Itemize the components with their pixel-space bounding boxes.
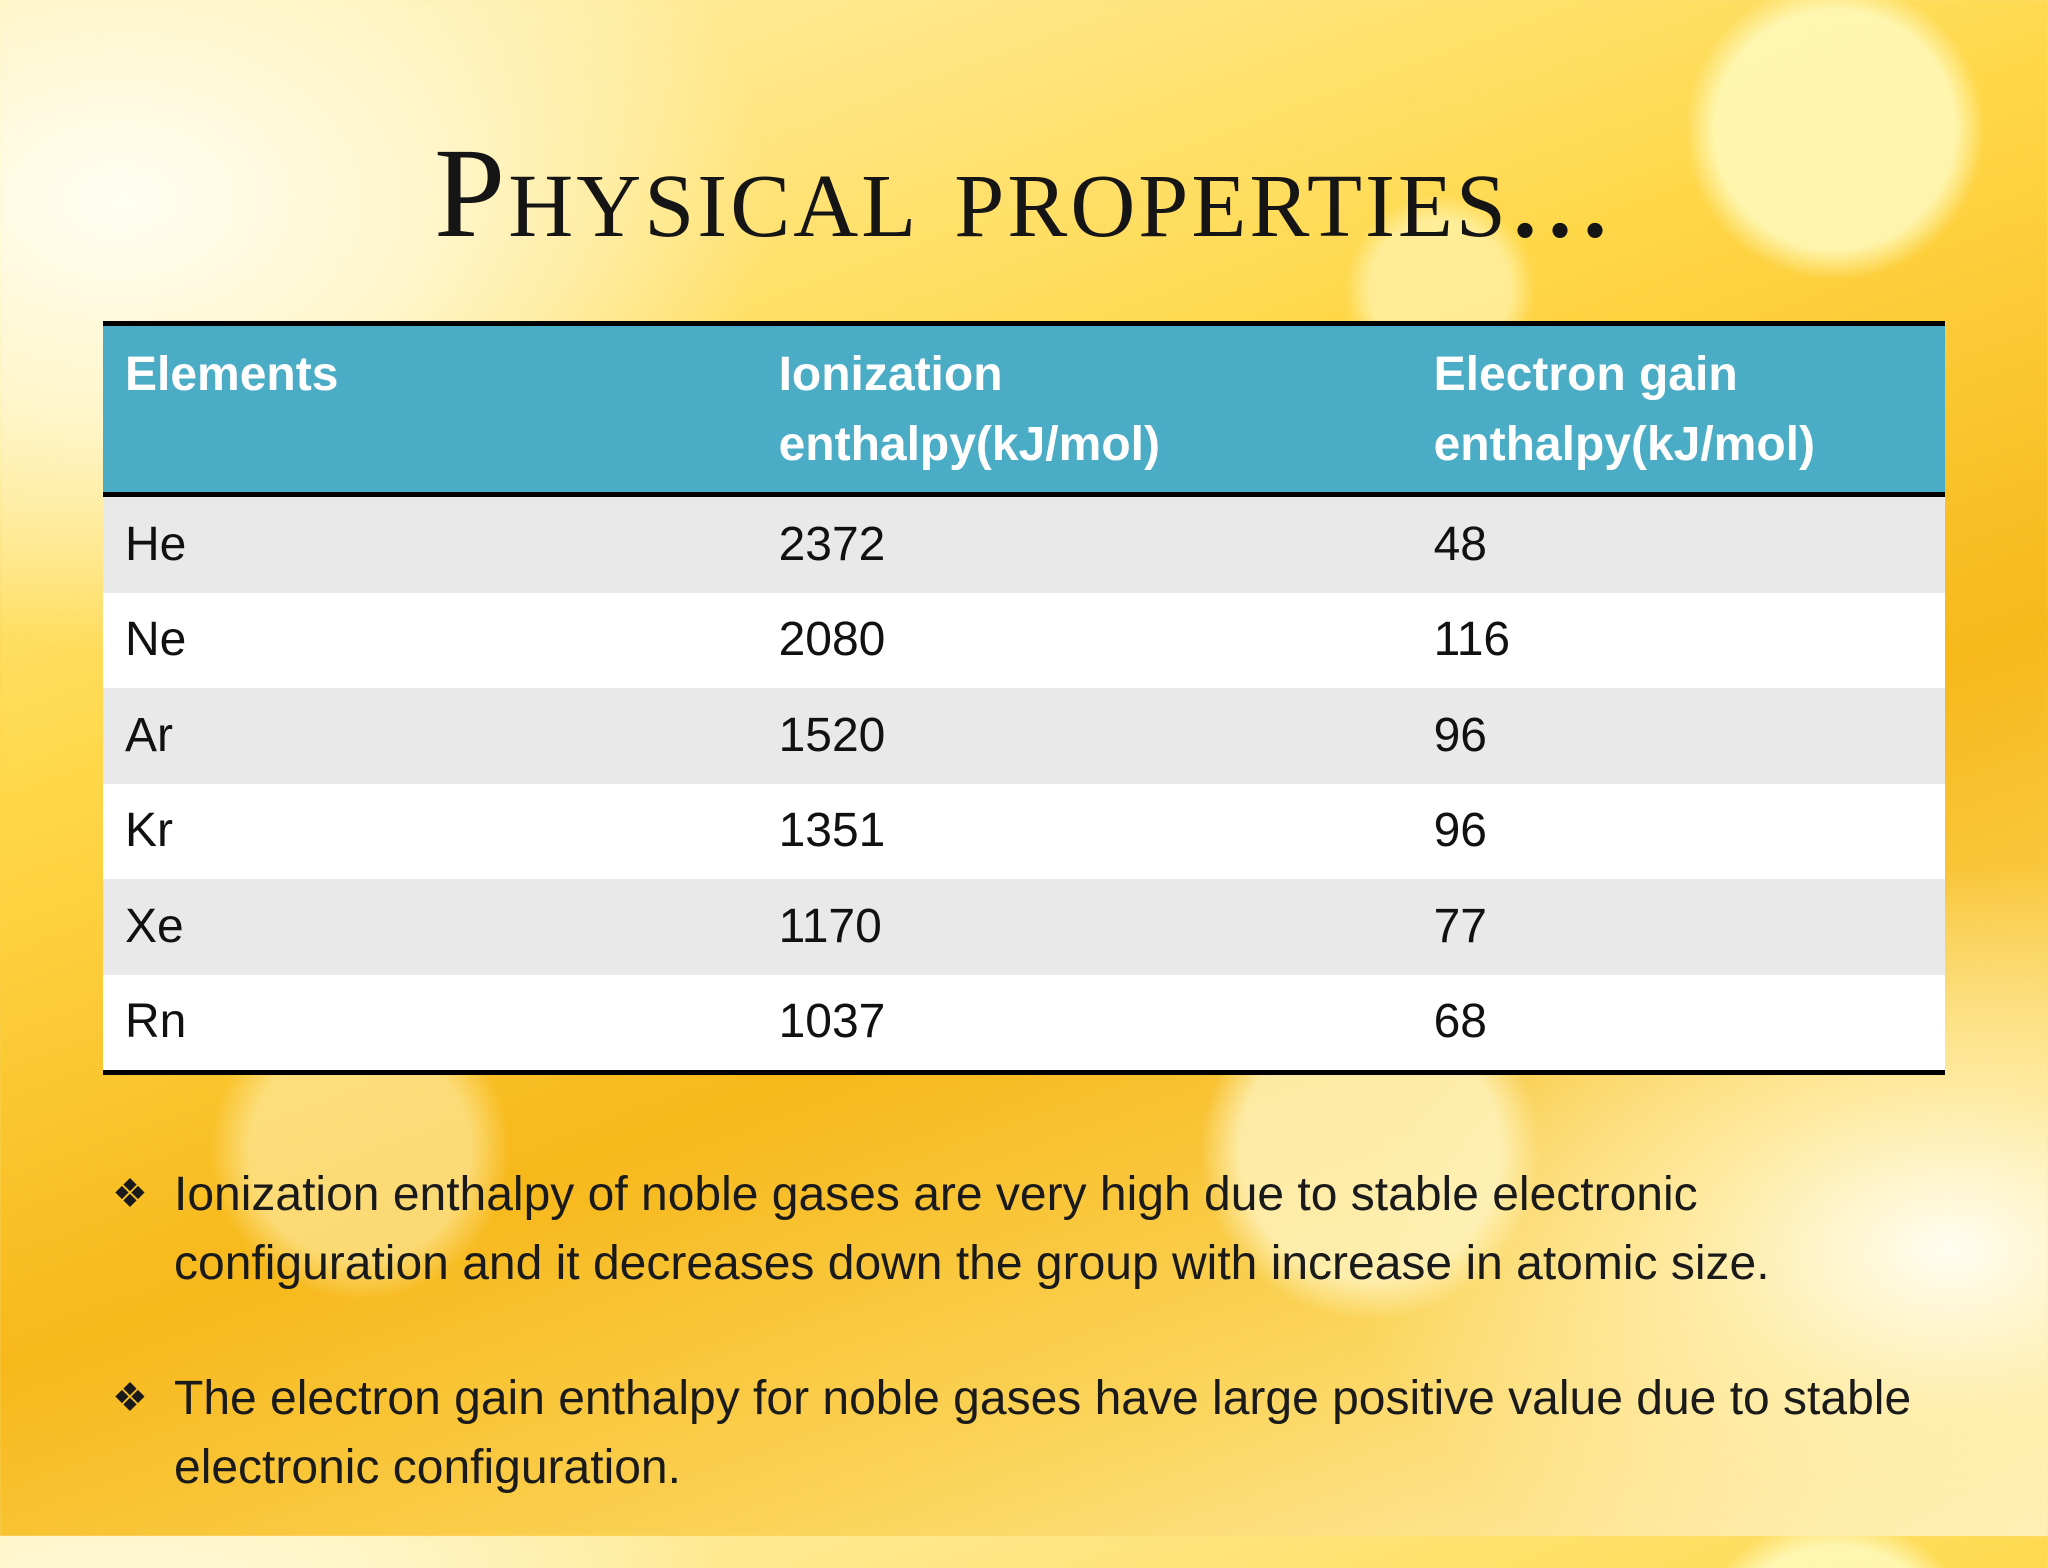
table-header: Elements Ionization enthalpy(kJ/mol) Elect… — [103, 321, 1945, 497]
column-header: Elements — [103, 321, 757, 497]
table-cell: 48 — [1411, 494, 1945, 593]
table-cell: Rn — [103, 974, 757, 1075]
table-row: He 2372 48 — [103, 494, 1945, 593]
table-cell: He — [103, 494, 757, 593]
table-cell: 96 — [1411, 783, 1945, 879]
table-cell: 116 — [1411, 592, 1945, 688]
bullet-icon: ❖ — [112, 1172, 148, 1216]
table-cell: 1037 — [756, 974, 1412, 1075]
table-cell: Ne — [103, 592, 757, 688]
table-row: Ar 1520 96 — [103, 688, 1945, 784]
table-body: He 2372 48 Ne 2080 116 Ar 1520 96 Kr 1351 96 Xe 1170 7… — [103, 494, 1945, 1075]
table-cell: Ar — [103, 688, 757, 784]
table-cell: Kr — [103, 783, 757, 879]
bullet-icon: ❖ — [112, 1376, 148, 1420]
table-cell: Xe — [103, 879, 757, 975]
slide-title: Physical properties... — [434, 122, 1614, 264]
column-header: Electron gain enthalpy(kJ/mol) — [1411, 321, 1945, 497]
table-cell: 1170 — [756, 879, 1412, 975]
bullet-list: ❖ Ionization enthalpy of noble gases are … — [112, 1160, 1942, 1568]
bullet-item: ❖ The electron gain enthalpy for noble ga… — [112, 1364, 1942, 1502]
header-row: Elements Ionization enthalpy(kJ/mol) Elect… — [103, 321, 1945, 497]
table-row: Rn 1037 68 — [103, 974, 1945, 1075]
table-cell: 77 — [1411, 879, 1945, 975]
table-cell: 1520 — [756, 688, 1412, 784]
table-row: Ne 2080 116 — [103, 592, 1945, 688]
bullet-text: The electron gain enthalpy for noble gas… — [174, 1372, 1912, 1494]
table-cell: 96 — [1411, 688, 1945, 784]
bullet-text: Ionization enthalpy of noble gases are v… — [174, 1168, 1770, 1290]
table-cell: 2080 — [756, 592, 1412, 688]
column-header: Ionization enthalpy(kJ/mol) — [756, 321, 1412, 497]
table-row: Xe 1170 77 — [103, 879, 1945, 975]
data-table: Elements Ionization enthalpy(kJ/mol) Elect… — [103, 321, 1945, 1075]
table-cell: 1351 — [756, 783, 1412, 879]
slide: Physical properties... Elements Ionizatio… — [0, 0, 2048, 1536]
table-cell: 68 — [1411, 974, 1945, 1075]
table-cell: 2372 — [756, 494, 1412, 593]
bullet-item: ❖ Ionization enthalpy of noble gases are … — [112, 1160, 1942, 1298]
table-row: Kr 1351 96 — [103, 783, 1945, 879]
